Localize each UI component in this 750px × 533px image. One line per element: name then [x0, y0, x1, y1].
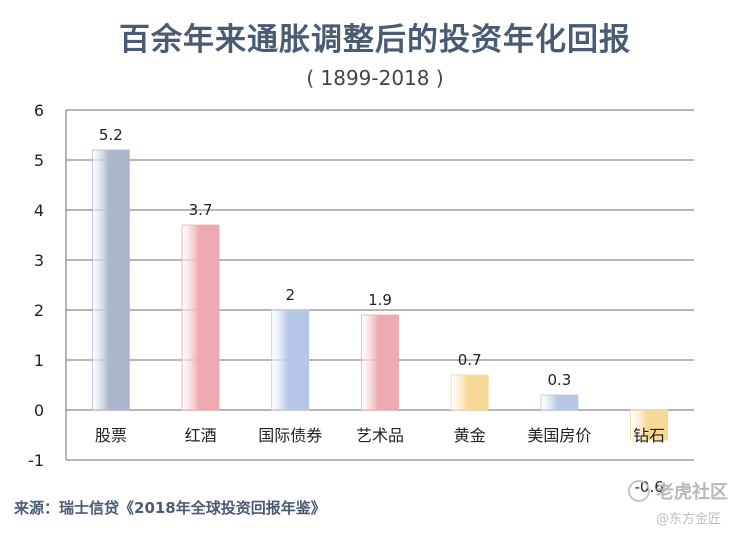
chart-subtitle: ( 1899-2018 ) — [306, 66, 444, 90]
y-tick-label: 3 — [34, 251, 44, 270]
bars — [91, 149, 669, 441]
data-label: 1.9 — [368, 291, 392, 309]
x-tick-label: 股票 — [95, 426, 127, 445]
bar — [630, 409, 669, 441]
x-tick-label: 国际债券 — [258, 426, 322, 445]
watermark-ring-icon — [628, 480, 650, 502]
data-label: 0.3 — [547, 371, 571, 389]
x-tick-label: 钻石 — [633, 426, 665, 445]
x-tick-label: 美国房价 — [527, 426, 591, 445]
y-tick-label: 4 — [34, 201, 44, 220]
bar — [91, 149, 130, 411]
axes: -1 0 1 2 3 4 5 6 — [28, 101, 694, 470]
y-tick-label: 1 — [34, 351, 44, 370]
y-tick-label: 2 — [34, 301, 44, 320]
y-tick-label: 6 — [34, 101, 44, 120]
x-tick-label: 红酒 — [185, 426, 217, 445]
chart-title: 百余年来通胀调整后的投资年化回报 — [119, 22, 631, 58]
bar — [271, 309, 310, 411]
bar — [450, 374, 489, 411]
data-label: 2 — [286, 286, 296, 304]
watermark-handle: @东方金匠 — [656, 512, 722, 527]
data-label: 0.7 — [458, 351, 482, 369]
source-note: 来源：瑞士信贷《2018年全球投资回报年鉴》 — [14, 499, 326, 517]
x-tick-label: 黄金 — [454, 426, 486, 445]
watermark-logo: 老虎社区 — [628, 478, 728, 504]
data-label: 3.7 — [189, 201, 213, 219]
y-tick-label: 0 — [34, 401, 44, 420]
bar — [181, 224, 220, 411]
x-tick-label: 艺术品 — [356, 426, 404, 445]
data-label: 5.2 — [99, 126, 123, 144]
bar — [361, 314, 399, 411]
y-tick-label: -1 — [28, 451, 44, 470]
watermark-text: 老虎社区 — [656, 482, 728, 503]
bar — [540, 394, 579, 411]
grid-lines — [66, 109, 694, 461]
y-tick-label: 5 — [34, 151, 44, 170]
